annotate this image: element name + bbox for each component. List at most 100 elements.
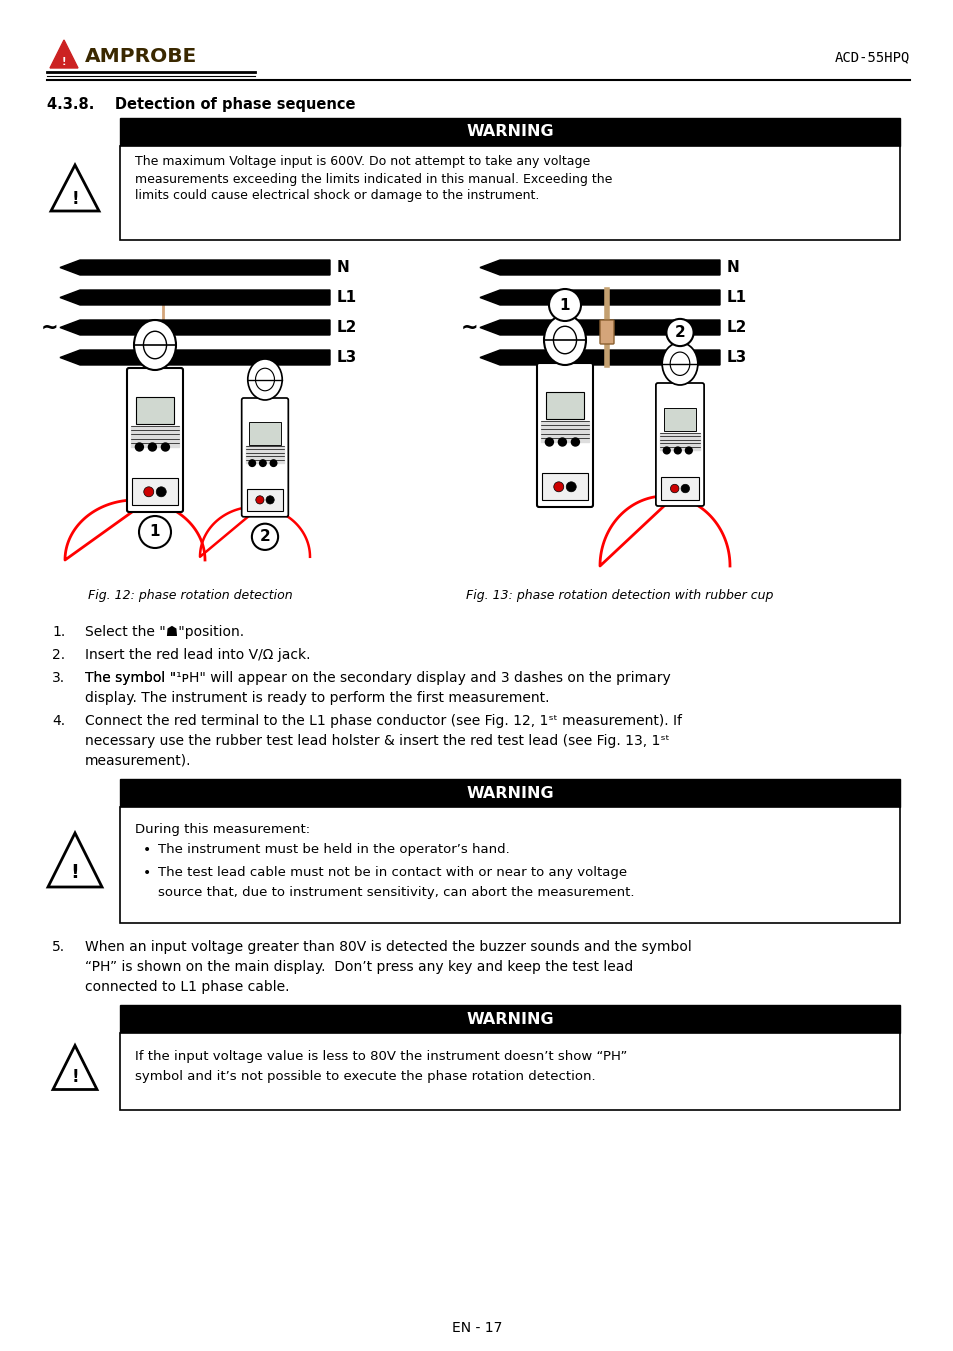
Text: symbol and it’s not possible to execute the phase rotation detection.: symbol and it’s not possible to execute … bbox=[135, 1070, 595, 1084]
Circle shape bbox=[252, 524, 278, 550]
FancyBboxPatch shape bbox=[541, 473, 587, 500]
FancyBboxPatch shape bbox=[120, 780, 899, 807]
Text: !: ! bbox=[71, 862, 79, 881]
Circle shape bbox=[249, 459, 255, 466]
Text: 1: 1 bbox=[150, 524, 160, 539]
Text: 4.: 4. bbox=[52, 713, 65, 728]
Text: AMPROBE: AMPROBE bbox=[85, 47, 197, 66]
Text: When an input voltage greater than 80V is detected the buzzer sounds and the sym: When an input voltage greater than 80V i… bbox=[85, 940, 691, 954]
Polygon shape bbox=[479, 320, 720, 335]
Ellipse shape bbox=[661, 343, 697, 385]
Text: 4.3.8.    Detection of phase sequence: 4.3.8. Detection of phase sequence bbox=[47, 97, 355, 112]
Ellipse shape bbox=[543, 315, 585, 365]
Circle shape bbox=[144, 486, 153, 497]
Text: L1: L1 bbox=[336, 290, 356, 305]
Polygon shape bbox=[479, 290, 720, 305]
Polygon shape bbox=[479, 259, 720, 276]
FancyBboxPatch shape bbox=[537, 363, 593, 507]
Polygon shape bbox=[48, 834, 102, 888]
Circle shape bbox=[135, 443, 143, 451]
FancyBboxPatch shape bbox=[545, 392, 583, 419]
Circle shape bbox=[662, 447, 669, 454]
Text: !: ! bbox=[71, 190, 79, 208]
Text: The test lead cable must not be in contact with or near to any voltage: The test lead cable must not be in conta… bbox=[158, 866, 626, 880]
Text: WARNING: WARNING bbox=[466, 124, 554, 139]
Text: 5.: 5. bbox=[52, 940, 65, 954]
Text: L1: L1 bbox=[726, 290, 746, 305]
Circle shape bbox=[566, 482, 576, 492]
Circle shape bbox=[670, 484, 679, 493]
Circle shape bbox=[548, 289, 580, 322]
Ellipse shape bbox=[255, 369, 274, 390]
FancyBboxPatch shape bbox=[120, 1005, 899, 1034]
Text: L2: L2 bbox=[336, 320, 357, 335]
Text: 2: 2 bbox=[259, 530, 270, 544]
FancyBboxPatch shape bbox=[120, 146, 899, 240]
Text: L3: L3 bbox=[336, 350, 356, 365]
FancyBboxPatch shape bbox=[663, 408, 696, 431]
FancyBboxPatch shape bbox=[120, 807, 899, 923]
Polygon shape bbox=[479, 350, 720, 365]
Text: N: N bbox=[726, 259, 739, 276]
FancyBboxPatch shape bbox=[660, 477, 699, 500]
FancyBboxPatch shape bbox=[656, 382, 703, 507]
FancyBboxPatch shape bbox=[247, 489, 283, 511]
Text: N: N bbox=[336, 259, 350, 276]
Circle shape bbox=[674, 447, 680, 454]
Circle shape bbox=[161, 443, 170, 451]
Text: 2: 2 bbox=[674, 326, 684, 340]
Text: L2: L2 bbox=[726, 320, 746, 335]
Circle shape bbox=[571, 438, 578, 446]
Text: connected to L1 phase cable.: connected to L1 phase cable. bbox=[85, 979, 289, 994]
FancyBboxPatch shape bbox=[127, 367, 183, 512]
Text: •: • bbox=[143, 866, 152, 880]
Text: 2.: 2. bbox=[52, 648, 65, 662]
Circle shape bbox=[259, 459, 266, 466]
Circle shape bbox=[680, 484, 689, 493]
Circle shape bbox=[558, 438, 566, 446]
Ellipse shape bbox=[143, 331, 167, 359]
FancyBboxPatch shape bbox=[120, 1034, 899, 1111]
FancyBboxPatch shape bbox=[241, 399, 288, 517]
Ellipse shape bbox=[133, 320, 175, 370]
Text: Select the "☗"position.: Select the "☗"position. bbox=[85, 626, 244, 639]
Text: 3.: 3. bbox=[52, 671, 65, 685]
Text: 1: 1 bbox=[559, 297, 570, 312]
Text: necessary use the rubber test lead holster & insert the red test lead (see Fig. : necessary use the rubber test lead holst… bbox=[85, 734, 669, 748]
Text: Fig. 12: phase rotation detection: Fig. 12: phase rotation detection bbox=[88, 589, 292, 601]
Text: The symbol "¹ᴘH" will appear on the secondary display and 3 dashes on the primar: The symbol "¹ᴘH" will appear on the seco… bbox=[85, 671, 670, 685]
Polygon shape bbox=[53, 1046, 97, 1089]
Polygon shape bbox=[51, 165, 99, 211]
Text: L3: L3 bbox=[726, 350, 746, 365]
Text: ~: ~ bbox=[41, 317, 59, 338]
Text: ~: ~ bbox=[460, 317, 478, 338]
Text: WARNING: WARNING bbox=[466, 1012, 554, 1027]
FancyBboxPatch shape bbox=[135, 397, 174, 424]
Text: •: • bbox=[143, 843, 152, 857]
Circle shape bbox=[684, 447, 692, 454]
Polygon shape bbox=[60, 350, 330, 365]
Text: !: ! bbox=[62, 57, 66, 68]
FancyBboxPatch shape bbox=[132, 478, 178, 505]
Circle shape bbox=[545, 438, 553, 446]
FancyBboxPatch shape bbox=[599, 320, 614, 345]
Ellipse shape bbox=[669, 353, 689, 376]
Text: “PH” is shown on the main display.  Don’t press any key and keep the test lead: “PH” is shown on the main display. Don’t… bbox=[85, 961, 633, 974]
Text: Connect the red terminal to the L1 phase conductor (see Fig. 12, 1ˢᵗ measurement: Connect the red terminal to the L1 phase… bbox=[85, 713, 681, 728]
Text: display. The instrument is ready to perform the first measurement.: display. The instrument is ready to perf… bbox=[85, 690, 549, 705]
Circle shape bbox=[270, 459, 276, 466]
Text: measurements exceeding the limits indicated in this manual. Exceeding the: measurements exceeding the limits indica… bbox=[135, 173, 612, 185]
Circle shape bbox=[149, 443, 156, 451]
Polygon shape bbox=[60, 259, 330, 276]
Text: EN - 17: EN - 17 bbox=[452, 1321, 501, 1335]
Text: Fig. 13: phase rotation detection with rubber cup: Fig. 13: phase rotation detection with r… bbox=[466, 589, 773, 601]
Text: limits could cause electrical shock or damage to the instrument.: limits could cause electrical shock or d… bbox=[135, 189, 538, 203]
Polygon shape bbox=[50, 41, 78, 68]
Text: measurement).: measurement). bbox=[85, 754, 192, 767]
Text: source that, due to instrument sensitivity, can abort the measurement.: source that, due to instrument sensitivi… bbox=[158, 886, 634, 898]
Ellipse shape bbox=[553, 326, 576, 354]
Text: WARNING: WARNING bbox=[466, 785, 554, 801]
Text: The instrument must be held in the operator’s hand.: The instrument must be held in the opera… bbox=[158, 843, 509, 857]
FancyBboxPatch shape bbox=[120, 118, 899, 146]
Text: The symbol ": The symbol " bbox=[85, 671, 176, 685]
